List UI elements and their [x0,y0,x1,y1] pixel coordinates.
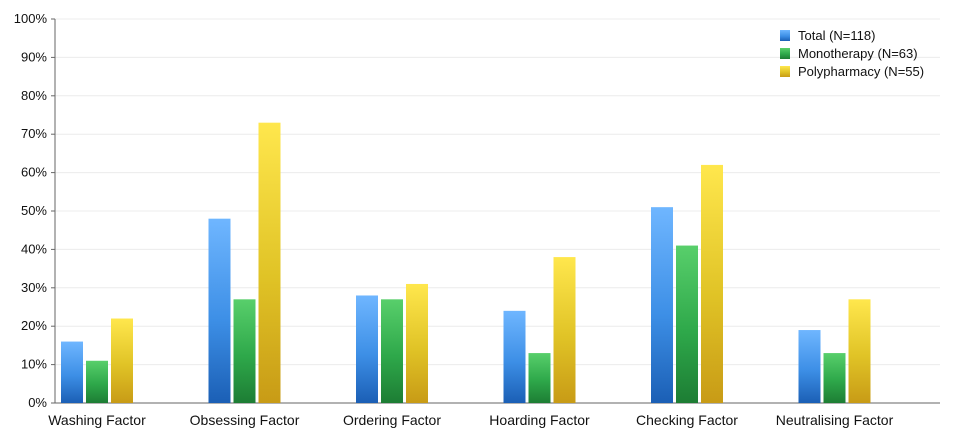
legend-label: Monotherapy (N=63) [798,46,918,61]
bar-polypharmacy-n-55-washing-factor [111,318,133,403]
bar-polypharmacy-n-55-hoarding-factor [553,257,576,403]
x-category-label: Checking Factor [636,412,738,428]
bar-total-n-118-neutralising-factor [798,330,821,403]
y-tick-label: 0% [28,395,47,410]
bar-total-n-118-washing-factor [61,341,83,403]
bar-monotherapy-n-63-ordering-factor [381,299,403,403]
bar-total-n-118-obsessing-factor [208,218,231,403]
legend-swatch [780,66,790,77]
axes [51,18,940,404]
bar-monotherapy-n-63-checking-factor [676,245,698,403]
legend-swatch [780,30,790,41]
y-tick-label: 80% [21,88,47,103]
y-tick-label: 20% [21,318,47,333]
bars [61,122,871,404]
y-tick-label: 90% [21,49,47,64]
y-tick-label: 30% [21,280,47,295]
bar-monotherapy-n-63-hoarding-factor [528,353,551,403]
bar-polypharmacy-n-55-neutralising-factor [848,299,871,403]
x-category-label: Hoarding Factor [489,412,590,428]
y-tick-label: 70% [21,126,47,141]
bar-polypharmacy-n-55-ordering-factor [406,283,428,403]
gridlines [55,18,940,366]
x-category-label: Ordering Factor [343,412,441,428]
legend-label: Total (N=118) [798,28,875,43]
y-tick-label: 60% [21,165,47,180]
legend-label: Polypharmacy (N=55) [798,64,924,79]
legend: Total (N=118) Monotherapy (N=63) Polypharm… [780,28,924,79]
bar-monotherapy-n-63-washing-factor [86,360,108,403]
bar-monotherapy-n-63-neutralising-factor [823,353,846,403]
bar-total-n-118-hoarding-factor [503,310,526,403]
bar-polypharmacy-n-55-obsessing-factor [258,122,281,404]
x-category-label: Obsessing Factor [190,412,300,428]
bar-total-n-118-checking-factor [651,207,673,403]
bar-total-n-118-ordering-factor [356,295,378,403]
y-tick-label: 10% [21,357,47,372]
bar-polypharmacy-n-55-checking-factor [701,164,723,403]
legend-swatch [780,48,790,59]
y-tick-label: 40% [21,241,47,256]
x-category-label: Neutralising Factor [776,412,894,428]
y-tick-label: 50% [21,203,47,218]
y-axis-ticks: 0% 10% 20% 30% 40% 50% 60% 70% 80% 90% 100% [14,11,48,410]
bar-monotherapy-n-63-obsessing-factor [233,299,256,403]
x-axis-categories: Washing Factor Obsessing Factor Ordering F… [48,412,893,428]
y-tick-label: 100% [14,11,48,26]
x-category-label: Washing Factor [48,412,146,428]
